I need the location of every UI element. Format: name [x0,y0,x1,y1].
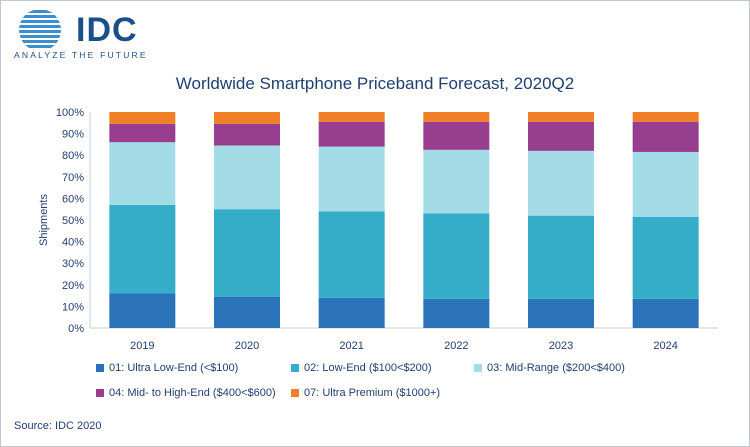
stacked-bar-chart: 0% 10% 20% 30% 40% 50% 60% 70% 80% 90% 100% Shipmen… [38,107,718,350]
x-tick-label: 2024 [653,340,677,350]
bar-segment [423,121,490,150]
bar-segment [528,298,594,328]
legend-label: 07: Ultra Premium ($1000+) [304,387,441,399]
bar-segment [109,204,176,294]
legend-swatch [291,364,299,372]
globe-icon [19,10,61,48]
y-tick-label: 40% [62,237,84,249]
logo-wordmark: IDC [76,11,138,49]
bar-segment [318,146,385,212]
legend-item-mid-range: 03: Mid-Range ($200<$400) [474,362,625,374]
y-tick-label: 90% [62,129,84,141]
bar-segment [214,296,280,328]
chart-title: Worldwide Smartphone Priceband Forecast,… [175,74,575,93]
y-tick-label: 80% [62,150,84,162]
bar-segment [528,112,594,122]
y-tick-label: 30% [62,258,84,270]
legend-swatch [474,364,482,372]
y-tick-label: 0% [68,323,84,335]
y-tick-label: 50% [62,215,84,227]
x-tick-label: 2021 [339,340,363,350]
source-note: Source: IDC 2020 [14,420,102,432]
bar-segment [632,151,699,217]
legend-item-low-end: 02: Low-End ($100<$200) [291,362,432,374]
y-tick-label: 70% [62,172,84,184]
bar-segment [423,298,490,328]
bar-segment [318,121,385,147]
bar-segment [109,142,176,205]
logo-tagline: ANALYZE THE FUTURE [14,50,148,60]
idc-logo: IDC ANALYZE THE FUTURE [10,8,150,60]
bar-segment [109,112,176,124]
bar-segment [632,298,699,328]
legend-item-ultra-low-end: 01: Ultra Low-End (<$100) [96,362,238,374]
legend-label: 02: Low-End ($100<$200) [304,362,432,374]
y-tick-label: 20% [62,280,84,292]
bar-segment [214,209,280,297]
legend-item-ultra-premium: 07: Ultra Premium ($1000+) [291,387,440,399]
legend-label: 04: Mid- to High-End ($400<$600) [109,387,276,399]
legend-swatch [96,389,104,397]
legend-label: 03: Mid-Range ($200<$400) [487,362,625,374]
bar-segment [528,215,594,299]
bar-segment [214,112,280,124]
bar-segment [528,121,594,151]
x-tick-label: 2020 [235,340,259,350]
bar-segment [214,145,280,210]
bar-segment [423,149,490,214]
legend-item-mid-to-high-end: 04: Mid- to High-End ($400<$600) [96,387,276,399]
chart-legend: 01: Ultra Low-End (<$100) 02: Low-End ($… [0,356,750,406]
bar-segment [318,297,385,328]
bar-segment [423,213,490,299]
legend-swatch [291,389,299,397]
x-tick-label: 2023 [549,340,573,350]
bar-segment [632,216,699,299]
bar-segment [109,123,176,143]
bar-segment [318,211,385,298]
legend-label: 01: Ultra Low-End (<$100) [109,362,239,374]
y-tick-label: 60% [62,193,84,205]
y-tick-label: 10% [62,301,84,313]
bar-segment [109,293,176,328]
legend-swatch [96,364,104,372]
x-tick-label: 2019 [130,340,154,350]
x-tick-label: 2022 [444,340,468,350]
y-axis-label: Shipments [38,194,50,246]
bar-segment [632,112,699,122]
bar-segment [318,112,385,122]
y-tick-label: 100% [56,107,84,119]
bar-segment [423,112,490,122]
bar-segment [214,123,280,146]
bar-segment [632,121,699,152]
bar-segment [528,150,594,216]
